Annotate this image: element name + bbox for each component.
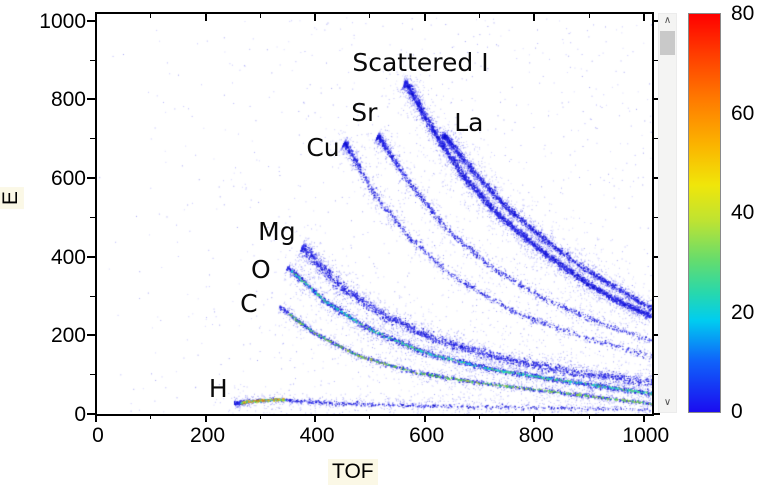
scrollbar-up-arrow-icon[interactable]: ∧ — [663, 15, 672, 26]
tick-mark — [654, 413, 660, 415]
tick-mark — [90, 374, 95, 376]
x-tick-label: 600 — [409, 424, 445, 447]
scatter-density-plot-canvas[interactable] — [96, 13, 652, 414]
tick-mark — [654, 255, 660, 258]
tick-mark — [90, 59, 95, 61]
tick-mark — [654, 374, 658, 376]
colorbar-tick-label: 60 — [731, 101, 755, 125]
tick-mark — [150, 414, 152, 419]
tick-mark — [314, 414, 317, 422]
element-label[interactable]: La — [454, 108, 484, 138]
tick-mark — [87, 413, 95, 415]
tick-mark — [654, 19, 660, 22]
tick-mark — [259, 14, 261, 18]
tick-mark — [87, 98, 95, 101]
tick-mark — [533, 14, 536, 21]
tick-mark — [423, 414, 426, 422]
tick-mark — [654, 216, 658, 218]
tick-mark — [204, 14, 207, 21]
tick-mark — [87, 334, 95, 337]
scrollbar-thumb[interactable] — [660, 31, 675, 55]
y-tick-label: 600 — [50, 167, 86, 191]
element-label[interactable]: O — [251, 255, 271, 285]
element-label[interactable]: Scattered I — [352, 47, 489, 77]
tick-mark — [259, 414, 261, 419]
tick-mark — [423, 14, 426, 21]
tick-mark — [654, 138, 658, 140]
element-label[interactable]: H — [208, 373, 228, 403]
x-tick-label: 0 — [92, 424, 104, 447]
tick-mark — [369, 14, 371, 18]
tick-mark — [369, 414, 371, 419]
y-axis-title: E — [0, 187, 25, 210]
tick-mark — [90, 295, 95, 297]
colorbar-tick-label: 20 — [731, 300, 755, 324]
tick-mark — [588, 414, 590, 419]
tick-mark — [533, 414, 536, 422]
y-tick-label: 400 — [50, 245, 86, 269]
y-tick-label: 0 — [74, 403, 86, 426]
x-tick-label: 800 — [518, 424, 554, 447]
tick-mark — [588, 14, 590, 18]
colorbar-tick-label: 0 — [731, 400, 743, 423]
element-label[interactable]: Cu — [306, 132, 340, 162]
tick-mark — [95, 14, 97, 21]
x-tick-label: 200 — [190, 424, 226, 447]
tick-mark — [90, 138, 95, 140]
x-tick-label: 1000 — [622, 424, 670, 447]
tick-mark — [654, 59, 658, 61]
tick-mark — [654, 177, 660, 180]
element-label[interactable]: Mg — [258, 217, 296, 246]
tick-mark — [642, 414, 645, 422]
x-axis-title: TOF — [328, 459, 378, 486]
colorbar-tick-label: 40 — [731, 201, 755, 224]
y-tick-label: 1000 — [39, 9, 86, 33]
tick-mark — [87, 19, 95, 22]
tick-mark — [204, 414, 207, 422]
tick-mark — [642, 14, 645, 21]
tick-mark — [314, 14, 317, 21]
element-label[interactable]: Sr — [351, 97, 378, 127]
y-tick-label: 200 — [50, 324, 86, 348]
vertical-scrollbar[interactable]: ∧ ∨ — [658, 13, 677, 413]
tick-mark — [87, 255, 95, 258]
tick-mark — [87, 177, 95, 180]
tick-mark — [478, 414, 480, 419]
tick-mark — [654, 334, 660, 337]
scrollbar-down-arrow-icon[interactable]: ∨ — [663, 397, 672, 408]
tick-mark — [95, 414, 97, 422]
tick-mark — [90, 216, 95, 218]
element-label[interactable]: C — [240, 288, 258, 318]
y-tick-label: 800 — [50, 88, 86, 112]
tick-mark — [150, 14, 152, 18]
x-tick-label: 400 — [299, 424, 335, 447]
colorbar-tick-label: 80 — [731, 2, 755, 25]
tick-mark — [654, 295, 658, 297]
colorbar-gradient — [688, 13, 721, 413]
tick-mark — [654, 98, 660, 101]
tick-mark — [478, 14, 480, 18]
